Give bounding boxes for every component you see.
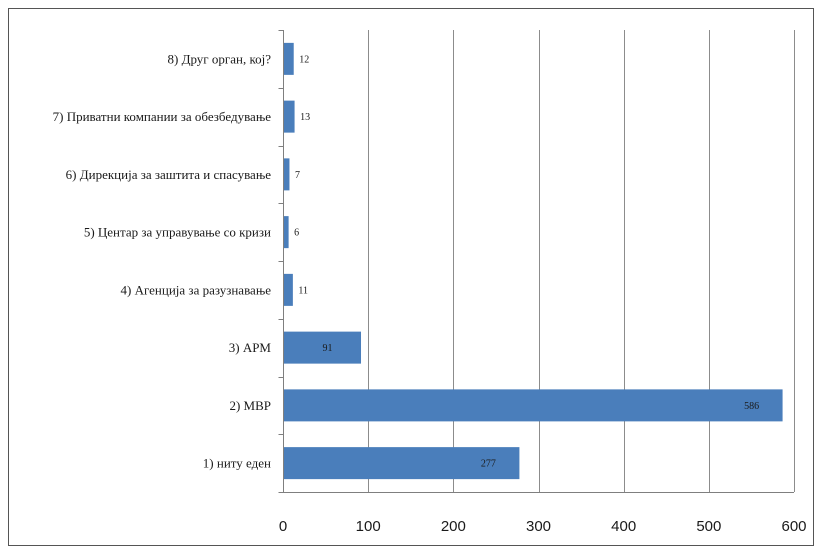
- axes: [278, 30, 794, 493]
- bar: [283, 389, 783, 422]
- category-label: 7) Приватни компании за обезбедување: [53, 109, 272, 124]
- data-label: 277: [481, 459, 496, 470]
- bars: [283, 42, 783, 480]
- category-label: 1) ниту еден: [203, 456, 271, 471]
- category-label: 3) АРМ: [229, 340, 272, 355]
- x-tick-label: 100: [356, 518, 381, 535]
- data-label: 6: [294, 228, 299, 239]
- category-label: 2) МВР: [229, 398, 271, 413]
- category-label: 4) Агенција за разузнавање: [121, 282, 272, 297]
- labels: 0 100 200 300 400 500 600 8) Друг орган, кој? 12…: [53, 51, 807, 535]
- data-label: 12: [299, 54, 309, 65]
- category-label: 5) Центар за управување со кризи: [84, 225, 271, 240]
- bar: [283, 158, 290, 191]
- x-tick-label: 400: [611, 518, 636, 535]
- x-tick-label: 0: [279, 518, 287, 535]
- bar: [283, 42, 294, 75]
- data-label: 7: [295, 170, 300, 181]
- bar: [283, 216, 289, 249]
- x-tick-label: 200: [441, 518, 466, 535]
- x-tick-label: 300: [526, 518, 551, 535]
- bar: [283, 273, 293, 306]
- data-label: 586: [744, 401, 759, 412]
- data-label: 91: [323, 343, 333, 354]
- category-label: 8) Друг орган, кој?: [168, 51, 272, 66]
- bar: [283, 331, 362, 364]
- data-label: 13: [300, 112, 310, 123]
- category-label: 6) Дирекција за заштита и спасување: [66, 167, 272, 182]
- bar: [283, 447, 520, 480]
- data-label: 11: [298, 285, 308, 296]
- x-tick-label: 600: [781, 518, 806, 535]
- x-tick-label: 500: [696, 518, 721, 535]
- bar: [283, 100, 295, 133]
